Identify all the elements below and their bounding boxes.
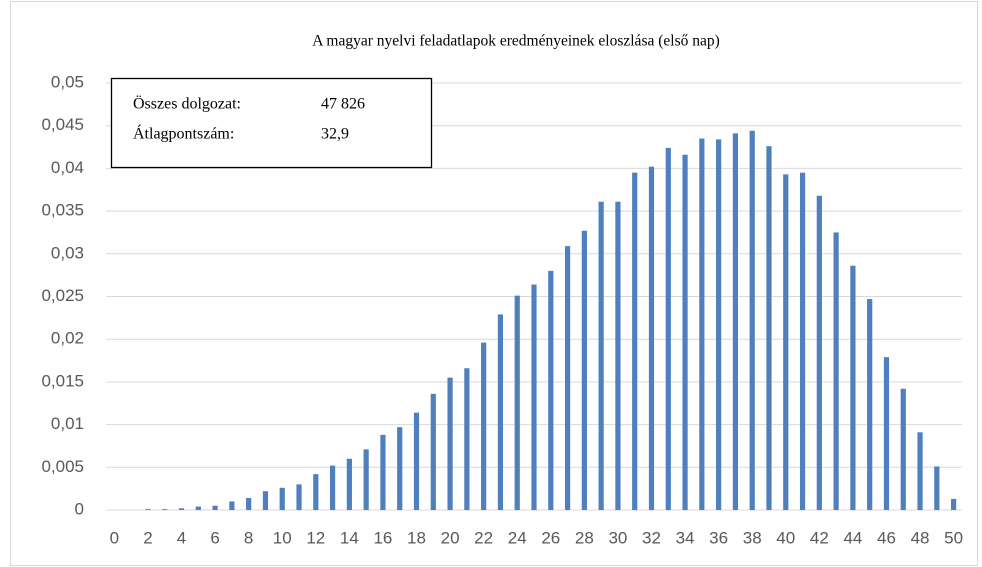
bar: [162, 509, 168, 510]
bar: [900, 388, 906, 510]
bar: [195, 506, 201, 510]
x-tick-label: 40: [776, 528, 795, 547]
x-tick-label: 12: [306, 528, 325, 547]
annotation-label: Átlagpontszám:: [133, 124, 234, 143]
x-tick-label: 26: [541, 528, 560, 547]
bar: [229, 501, 235, 510]
bar: [883, 357, 890, 510]
bar: [951, 498, 957, 510]
bar: [783, 174, 789, 511]
y-tick-label: 0,03: [51, 243, 84, 262]
y-tick-label: 0,035: [41, 201, 84, 220]
bar: [313, 474, 319, 510]
bar: [279, 487, 285, 510]
bar: [665, 147, 671, 511]
bar: [648, 166, 655, 510]
x-tick-label: 22: [474, 528, 493, 547]
x-tick-label: 0: [110, 528, 119, 547]
x-tick-label: 16: [373, 528, 392, 547]
bar: [413, 412, 420, 510]
y-tick-label: 0,015: [41, 371, 84, 390]
bar: [514, 295, 520, 510]
bar: [380, 434, 386, 510]
x-tick-label: 48: [911, 528, 930, 547]
x-tick-label: 14: [340, 528, 359, 547]
bar: [246, 498, 252, 510]
bar: [816, 195, 822, 510]
y-tick-label: 0: [75, 499, 84, 518]
y-tick-label: 0,01: [51, 414, 84, 433]
bar: [934, 466, 940, 510]
x-tick-label: 18: [407, 528, 426, 547]
bar: [833, 232, 839, 510]
x-tick-label: 46: [877, 528, 896, 547]
bar: [481, 342, 487, 510]
x-tick-label: 30: [608, 528, 627, 547]
bar: [145, 509, 151, 510]
bar: [564, 246, 571, 510]
bar: [497, 314, 504, 510]
annotation-box: [110, 77, 433, 169]
bar: [464, 368, 470, 510]
bar: [178, 508, 185, 510]
bar: [363, 449, 369, 510]
bar: [548, 270, 554, 510]
y-tick-label: 0,025: [41, 286, 84, 305]
x-tick-label: 4: [177, 528, 186, 547]
x-tick-label: 8: [244, 528, 253, 547]
y-tick-label: 0,02: [51, 329, 84, 348]
bar: [346, 458, 352, 510]
bar: [749, 130, 755, 510]
bar: [867, 299, 873, 510]
bar: [732, 133, 739, 511]
bar: [682, 154, 688, 510]
x-tick-label: 32: [642, 528, 661, 547]
y-tick-label: 0,045: [41, 115, 84, 134]
bar: [212, 505, 218, 510]
bar: [716, 139, 722, 510]
bar: [799, 172, 806, 511]
x-tick-label: 34: [676, 528, 695, 547]
x-tick-label: 10: [273, 528, 292, 547]
bar: [917, 432, 923, 510]
y-tick-label: 0,05: [51, 72, 84, 91]
x-tick-label: 44: [843, 528, 862, 547]
annotation-value: 47 826: [321, 96, 365, 113]
x-tick-label: 6: [210, 528, 219, 547]
bar: [430, 393, 436, 510]
bar: [598, 201, 604, 510]
chart-title: A magyar nyelvi feladatlapok eredményein…: [312, 33, 720, 50]
bar: [699, 138, 705, 510]
y-tick-label: 0,04: [51, 158, 84, 177]
bar: [766, 146, 772, 511]
x-tick-label: 36: [709, 528, 728, 547]
x-tick-label: 38: [743, 528, 762, 547]
x-tick-label: 24: [508, 528, 527, 547]
bar: [329, 465, 336, 510]
x-tick-label: 28: [575, 528, 594, 547]
x-tick-label: 20: [441, 528, 460, 547]
bar: [615, 201, 621, 510]
bar: [632, 172, 638, 511]
x-tick-label: 42: [810, 528, 829, 547]
bar: [262, 491, 269, 510]
x-tick-label: 50: [944, 528, 963, 547]
bar: [447, 377, 453, 510]
bar: [581, 230, 587, 510]
bar: [531, 284, 537, 510]
bar: [850, 265, 856, 510]
bar: [397, 427, 403, 510]
annotation-label: Összes dolgozat:: [133, 95, 241, 113]
bar: [296, 484, 302, 510]
x-tick-label: 2: [143, 528, 152, 547]
annotation-value: 32,9: [321, 126, 349, 143]
y-tick-label: 0,005: [41, 457, 84, 476]
